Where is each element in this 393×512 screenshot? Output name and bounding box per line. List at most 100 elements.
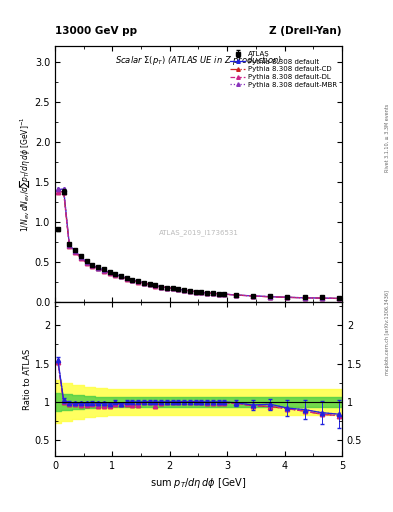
Pythia 8.308 default — [216, 291, 221, 297]
Pythia 8.308 default-CD — [211, 290, 215, 296]
Pythia 8.308 default-MBR — [199, 289, 204, 295]
Pythia 8.308 default-MBR — [141, 280, 146, 286]
Pythia 8.308 default-MBR — [187, 288, 192, 294]
Pythia 8.308 default-DL — [159, 284, 163, 290]
Pythia 8.308 default — [233, 292, 238, 298]
Pythia 8.308 default — [130, 276, 135, 283]
Pythia 8.308 default-DL — [187, 288, 192, 294]
Pythia 8.308 default-DL — [211, 290, 215, 296]
Text: Scalar $\Sigma(p_T)$ (ATLAS UE in Z production): Scalar $\Sigma(p_T)$ (ATLAS UE in Z prod… — [115, 54, 282, 67]
Pythia 8.308 default — [125, 275, 129, 281]
Pythia 8.308 default-CD — [61, 188, 66, 195]
Pythia 8.308 default-DL — [84, 260, 89, 266]
Pythia 8.308 default-CD — [302, 295, 307, 301]
Pythia 8.308 default-DL — [302, 295, 307, 301]
Pythia 8.308 default-CD — [79, 255, 83, 261]
Pythia 8.308 default-MBR — [101, 267, 106, 273]
Pythia 8.308 default — [337, 295, 342, 302]
Pythia 8.308 default-CD — [285, 294, 290, 301]
Text: Z (Drell-Yan): Z (Drell-Yan) — [270, 26, 342, 36]
Pythia 8.308 default-DL — [337, 295, 342, 302]
Y-axis label: $1/N_{ev}\,dN_{ev}/d\!\sum\! p_T/d\eta\,d\phi\;[\mathrm{GeV}]^{-1}$: $1/N_{ev}\,dN_{ev}/d\!\sum\! p_T/d\eta\,… — [18, 116, 32, 232]
Pythia 8.308 default — [101, 267, 106, 273]
Pythia 8.308 default-MBR — [285, 294, 290, 301]
Pythia 8.308 default-CD — [125, 276, 129, 282]
Pythia 8.308 default-MBR — [67, 242, 72, 248]
Pythia 8.308 default-MBR — [84, 259, 89, 265]
Pythia 8.308 default — [107, 269, 112, 275]
Pythia 8.308 default-DL — [233, 292, 238, 298]
Pythia 8.308 default-MBR — [268, 293, 273, 300]
Pythia 8.308 default-DL — [222, 291, 227, 297]
Pythia 8.308 default-DL — [165, 285, 169, 291]
Pythia 8.308 default — [302, 295, 307, 301]
Pythia 8.308 default-MBR — [320, 295, 324, 301]
Line: Pythia 8.308 default-MBR: Pythia 8.308 default-MBR — [56, 187, 341, 301]
Pythia 8.308 default-MBR — [170, 285, 175, 291]
Pythia 8.308 default — [119, 273, 123, 280]
Pythia 8.308 default-CD — [119, 273, 123, 280]
Line: Pythia 8.308 default-DL: Pythia 8.308 default-DL — [56, 189, 341, 301]
Pythia 8.308 default-CD — [141, 280, 146, 286]
Pythia 8.308 default — [199, 289, 204, 295]
Pythia 8.308 default-DL — [170, 285, 175, 291]
Pythia 8.308 default — [205, 290, 209, 296]
Pythia 8.308 default-MBR — [302, 295, 307, 301]
Pythia 8.308 default-MBR — [90, 262, 95, 268]
Pythia 8.308 default — [113, 271, 118, 277]
Pythia 8.308 default — [170, 285, 175, 291]
Text: ATLAS_2019_I1736531: ATLAS_2019_I1736531 — [158, 229, 239, 237]
Pythia 8.308 default-CD — [73, 249, 77, 255]
Pythia 8.308 default-CD — [337, 295, 342, 302]
Pythia 8.308 default-MBR — [125, 275, 129, 281]
Pythia 8.308 default-DL — [107, 270, 112, 276]
Legend: ATLAS, Pythia 8.308 default, Pythia 8.308 default-CD, Pythia 8.308 default-DL, P: ATLAS, Pythia 8.308 default, Pythia 8.30… — [228, 50, 338, 89]
Pythia 8.308 default — [84, 259, 89, 265]
Pythia 8.308 default-DL — [130, 278, 135, 284]
Pythia 8.308 default-CD — [101, 268, 106, 274]
Pythia 8.308 default-CD — [96, 265, 101, 271]
Pythia 8.308 default — [147, 282, 152, 288]
Line: Pythia 8.308 default: Pythia 8.308 default — [56, 187, 341, 301]
Pythia 8.308 default-DL — [136, 279, 141, 285]
Pythia 8.308 default-MBR — [176, 286, 181, 292]
Pythia 8.308 default-DL — [125, 276, 129, 282]
Pythia 8.308 default-DL — [79, 255, 83, 261]
Pythia 8.308 default-MBR — [119, 273, 123, 280]
Text: mcplots.cern.ch [arXiv:1306.3436]: mcplots.cern.ch [arXiv:1306.3436] — [385, 290, 389, 375]
Pythia 8.308 default-CD — [187, 288, 192, 294]
Pythia 8.308 default-CD — [320, 295, 324, 301]
Text: Rivet 3.1.10, ≥ 3.3M events: Rivet 3.1.10, ≥ 3.3M events — [385, 104, 389, 173]
Pythia 8.308 default-MBR — [337, 295, 342, 302]
Pythia 8.308 default-MBR — [251, 293, 255, 299]
Pythia 8.308 default-CD — [233, 292, 238, 298]
Pythia 8.308 default-DL — [119, 273, 123, 280]
Pythia 8.308 default — [182, 287, 187, 293]
Pythia 8.308 default-CD — [251, 293, 255, 299]
Pythia 8.308 default-MBR — [216, 291, 221, 297]
Pythia 8.308 default-MBR — [147, 282, 152, 288]
Pythia 8.308 default-CD — [147, 282, 152, 288]
Pythia 8.308 default — [61, 186, 66, 193]
Pythia 8.308 default — [251, 293, 255, 299]
Pythia 8.308 default — [55, 186, 60, 193]
Pythia 8.308 default-CD — [113, 272, 118, 278]
Pythia 8.308 default-MBR — [113, 271, 118, 277]
Pythia 8.308 default — [73, 248, 77, 254]
Pythia 8.308 default-DL — [153, 283, 158, 289]
Pythia 8.308 default-DL — [251, 293, 255, 299]
Pythia 8.308 default-MBR — [222, 291, 227, 297]
Pythia 8.308 default-CD — [205, 290, 209, 296]
X-axis label: sum $p_T/d\eta\,d\phi$ [GeV]: sum $p_T/d\eta\,d\phi$ [GeV] — [150, 476, 247, 490]
Pythia 8.308 default-DL — [320, 295, 324, 301]
Pythia 8.308 default-CD — [107, 270, 112, 276]
Line: Pythia 8.308 default-CD: Pythia 8.308 default-CD — [56, 189, 341, 301]
Pythia 8.308 default — [176, 286, 181, 292]
Pythia 8.308 default-MBR — [165, 285, 169, 291]
Pythia 8.308 default-DL — [147, 282, 152, 288]
Pythia 8.308 default-CD — [176, 286, 181, 292]
Pythia 8.308 default-MBR — [136, 278, 141, 284]
Pythia 8.308 default-CD — [222, 291, 227, 297]
Pythia 8.308 default — [222, 291, 227, 297]
Pythia 8.308 default-CD — [84, 260, 89, 266]
